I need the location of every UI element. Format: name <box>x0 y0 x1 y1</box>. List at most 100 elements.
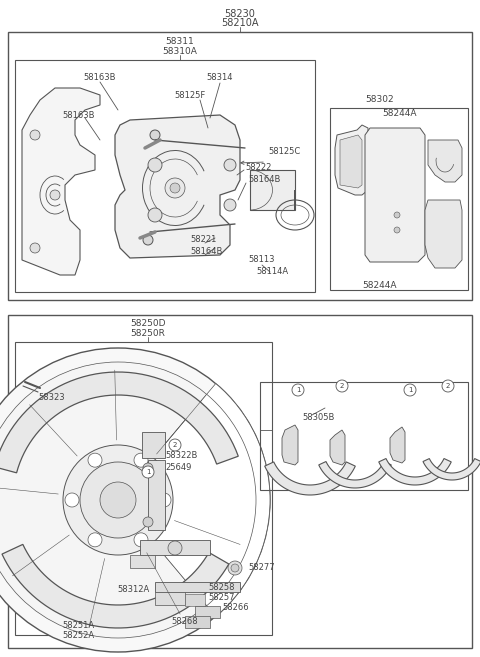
Bar <box>185 616 210 628</box>
Polygon shape <box>264 462 355 495</box>
Text: 2: 2 <box>173 442 177 448</box>
Wedge shape <box>118 394 256 606</box>
Bar <box>148 460 165 530</box>
Bar <box>185 594 205 606</box>
Circle shape <box>404 384 416 396</box>
Text: 1: 1 <box>146 469 150 475</box>
Bar <box>15 342 272 635</box>
Circle shape <box>134 533 148 547</box>
Text: 58322B: 58322B <box>165 451 197 461</box>
Bar <box>130 555 155 568</box>
Circle shape <box>100 482 136 518</box>
Text: 58163B: 58163B <box>62 110 95 120</box>
Text: 58312A: 58312A <box>118 585 150 595</box>
Circle shape <box>134 453 148 467</box>
Text: 58230: 58230 <box>225 9 255 19</box>
Polygon shape <box>379 459 451 485</box>
Circle shape <box>292 384 304 396</box>
Circle shape <box>224 159 236 171</box>
Polygon shape <box>250 170 295 210</box>
Circle shape <box>170 183 180 193</box>
Circle shape <box>88 453 102 467</box>
Bar <box>140 540 210 555</box>
Text: 2: 2 <box>340 383 344 389</box>
Text: 58210A: 58210A <box>221 18 259 28</box>
Circle shape <box>394 212 400 218</box>
Circle shape <box>168 541 182 555</box>
Text: 58305B: 58305B <box>302 413 335 422</box>
Text: 58310A: 58310A <box>163 47 197 55</box>
Circle shape <box>88 533 102 547</box>
Text: 25649: 25649 <box>165 463 192 472</box>
Text: 58125C: 58125C <box>268 148 300 156</box>
Polygon shape <box>390 427 405 463</box>
Polygon shape <box>340 135 362 188</box>
Circle shape <box>143 517 153 527</box>
Text: 1: 1 <box>408 387 412 393</box>
Circle shape <box>165 178 185 198</box>
Polygon shape <box>423 459 480 480</box>
Text: 58114A: 58114A <box>256 267 288 277</box>
Text: 58113: 58113 <box>249 256 275 265</box>
Polygon shape <box>115 115 240 258</box>
Text: 58250D: 58250D <box>130 319 166 328</box>
Text: 58222: 58222 <box>245 164 271 173</box>
Polygon shape <box>282 425 298 465</box>
Circle shape <box>336 380 348 392</box>
Circle shape <box>228 561 242 575</box>
Text: 58268: 58268 <box>172 618 198 627</box>
Text: 58125F: 58125F <box>174 91 205 101</box>
Text: 58314: 58314 <box>207 74 233 83</box>
Text: 58302: 58302 <box>366 95 394 104</box>
Bar <box>155 582 240 592</box>
Text: 58266: 58266 <box>222 604 249 612</box>
Text: 58251A: 58251A <box>62 622 94 631</box>
Circle shape <box>157 493 171 507</box>
Text: 58164B: 58164B <box>248 175 280 185</box>
Circle shape <box>30 130 40 140</box>
Polygon shape <box>425 200 462 268</box>
Text: 58250R: 58250R <box>131 328 166 338</box>
Circle shape <box>148 208 162 222</box>
Text: 58164B: 58164B <box>190 248 222 256</box>
Circle shape <box>394 227 400 233</box>
Circle shape <box>65 493 79 507</box>
Circle shape <box>231 564 239 572</box>
Circle shape <box>442 380 454 392</box>
Bar <box>142 432 165 458</box>
Circle shape <box>143 235 153 245</box>
Bar <box>8 32 472 300</box>
Polygon shape <box>330 430 345 465</box>
Text: 58257: 58257 <box>208 593 235 602</box>
Circle shape <box>63 445 173 555</box>
Bar <box>195 606 220 618</box>
Polygon shape <box>2 545 229 628</box>
Circle shape <box>142 466 154 478</box>
Polygon shape <box>365 128 425 262</box>
Text: 58221: 58221 <box>190 235 216 244</box>
Circle shape <box>50 190 60 200</box>
Polygon shape <box>428 140 462 182</box>
Bar <box>8 315 472 648</box>
Text: 58311: 58311 <box>166 37 194 47</box>
Circle shape <box>169 439 181 451</box>
Circle shape <box>0 348 270 652</box>
Bar <box>260 382 468 490</box>
Polygon shape <box>319 461 391 488</box>
Text: 58163B: 58163B <box>83 74 116 83</box>
Text: 58244A: 58244A <box>363 281 397 290</box>
Circle shape <box>150 130 160 140</box>
Polygon shape <box>22 88 100 275</box>
Text: 58252A: 58252A <box>62 631 94 639</box>
Bar <box>155 592 185 605</box>
Wedge shape <box>118 384 270 616</box>
Circle shape <box>224 199 236 211</box>
Polygon shape <box>335 125 368 195</box>
Text: 2: 2 <box>446 383 450 389</box>
Polygon shape <box>0 372 238 473</box>
Text: 1: 1 <box>296 387 300 393</box>
Text: 58258: 58258 <box>208 583 235 593</box>
Circle shape <box>143 463 153 473</box>
Text: 58323: 58323 <box>38 393 65 402</box>
Bar <box>15 60 315 292</box>
